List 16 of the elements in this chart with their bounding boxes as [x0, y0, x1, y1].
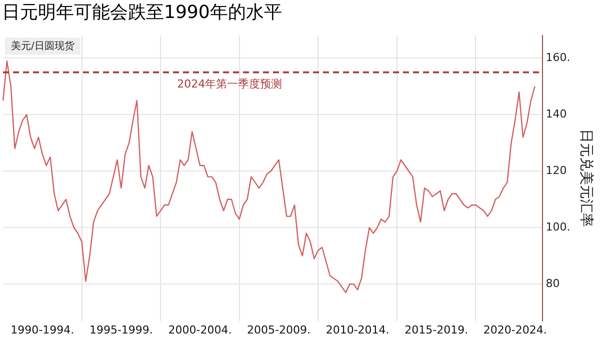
y-tick-label: 100. — [546, 220, 570, 234]
x-tick-label: 2020-2024. — [483, 323, 547, 336]
y-tick-label: 80 — [546, 276, 560, 290]
ref-line-label: 2024年第一季度预测 — [177, 78, 282, 91]
chart-title: 日元明年可能会跌至1990年的水平 — [1, 1, 283, 25]
x-tick-label: 2000-2004. — [168, 323, 232, 336]
y-tick-label: 140 — [546, 108, 567, 121]
x-tick-label: 2005-2009. — [247, 323, 310, 336]
x-tick-label: 2015-2019. — [404, 323, 468, 336]
x-tick-label: 1995-1999. — [89, 323, 153, 336]
y-tick-label: 120 — [546, 164, 567, 177]
x-tick-label: 1990-1994. — [10, 323, 74, 336]
y-tick-label: 160. — [546, 51, 570, 64]
x-tick-label: 2010-2014. — [326, 323, 390, 336]
y-axis-title: 日元兑美元汇率 — [578, 129, 594, 228]
annotation: 美元/日圆现货 — [11, 40, 74, 52]
